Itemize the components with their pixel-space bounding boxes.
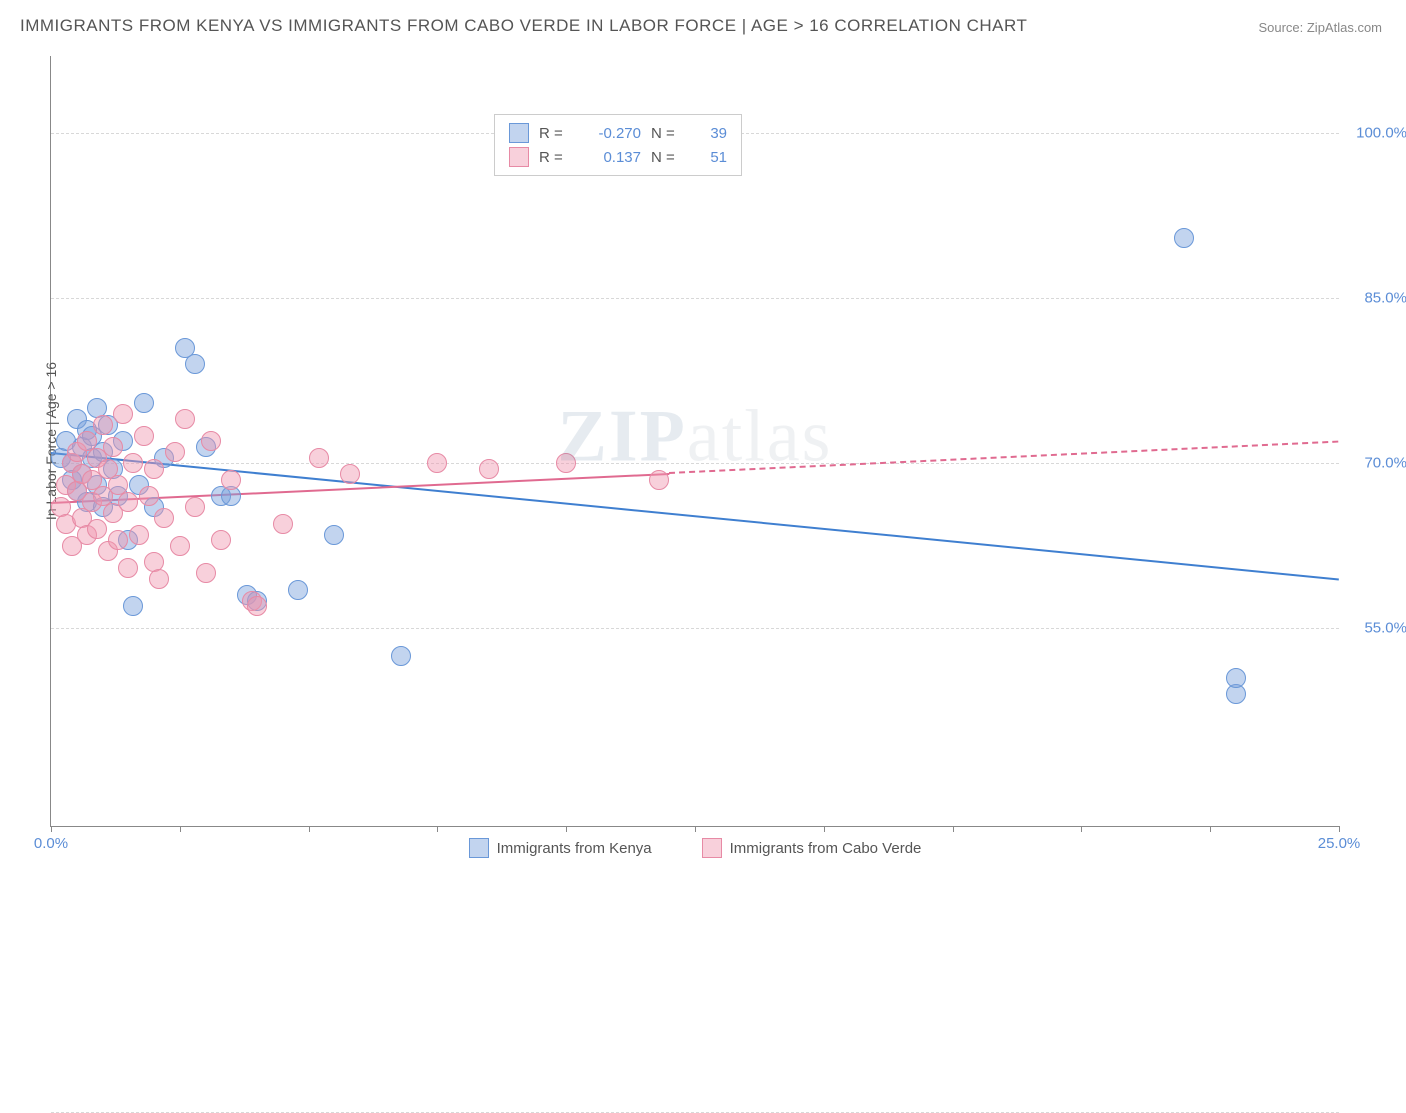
x-tick-mark bbox=[1081, 826, 1082, 832]
legend-series: Immigrants from Kenya Immigrants from Cab… bbox=[51, 838, 1339, 858]
scatter-point bbox=[123, 596, 143, 616]
y-tick-label: 70.0% bbox=[1364, 455, 1406, 472]
scatter-point bbox=[201, 431, 221, 451]
legend-swatch bbox=[469, 838, 489, 858]
x-tick-mark bbox=[566, 826, 567, 832]
x-tick-label: 0.0% bbox=[34, 835, 68, 852]
scatter-point bbox=[211, 530, 231, 550]
legend-swatch bbox=[509, 147, 529, 167]
legend-stat-row: R = -0.270 N = 39 bbox=[509, 121, 727, 145]
x-tick-mark bbox=[309, 826, 310, 832]
x-tick-mark bbox=[695, 826, 696, 832]
scatter-point bbox=[103, 437, 123, 457]
legend-stats-box: R = -0.270 N = 39 R = 0.137 N = 51 bbox=[494, 114, 742, 176]
legend-r-label: R = bbox=[539, 149, 573, 166]
legend-r-label: R = bbox=[539, 125, 573, 142]
legend-swatch bbox=[509, 123, 529, 143]
scatter-point bbox=[144, 459, 164, 479]
scatter-point bbox=[93, 415, 113, 435]
scatter-point bbox=[134, 393, 154, 413]
gridline bbox=[51, 463, 1339, 464]
scatter-point bbox=[123, 453, 143, 473]
scatter-point bbox=[340, 464, 360, 484]
legend-series-label: Immigrants from Kenya bbox=[497, 840, 652, 857]
x-tick-mark bbox=[1339, 826, 1340, 832]
legend-stat-row: R = 0.137 N = 51 bbox=[509, 145, 727, 169]
gridline bbox=[51, 298, 1339, 299]
scatter-point bbox=[118, 558, 138, 578]
legend-r-value: 0.137 bbox=[583, 149, 641, 166]
x-tick-mark bbox=[180, 826, 181, 832]
scatter-point bbox=[129, 525, 149, 545]
trend-line bbox=[669, 441, 1339, 474]
legend-series-item: Immigrants from Cabo Verde bbox=[702, 838, 922, 858]
scatter-point bbox=[221, 470, 241, 490]
chart-source: Source: ZipAtlas.com bbox=[1258, 20, 1382, 35]
chart-plot-area: In Labor Force | Age > 16 ZIPatlas R =-0… bbox=[50, 56, 1339, 827]
x-tick-mark bbox=[51, 826, 52, 832]
scatter-point bbox=[175, 409, 195, 429]
legend-n-value: 39 bbox=[695, 125, 727, 142]
x-tick-mark bbox=[824, 826, 825, 832]
scatter-point bbox=[170, 536, 190, 556]
gridline bbox=[51, 628, 1339, 629]
scatter-point bbox=[196, 563, 216, 583]
scatter-point bbox=[427, 453, 447, 473]
y-tick-label: 55.0% bbox=[1364, 620, 1406, 637]
x-tick-label: 25.0% bbox=[1318, 835, 1361, 852]
scatter-point bbox=[288, 580, 308, 600]
scatter-point bbox=[273, 514, 293, 534]
x-tick-mark bbox=[953, 826, 954, 832]
scatter-point bbox=[149, 569, 169, 589]
scatter-point bbox=[165, 442, 185, 462]
scatter-point bbox=[556, 453, 576, 473]
scatter-point bbox=[324, 525, 344, 545]
legend-swatch bbox=[702, 838, 722, 858]
legend-r-value: -0.270 bbox=[583, 125, 641, 142]
scatter-point bbox=[113, 404, 133, 424]
legend-series-label: Immigrants from Cabo Verde bbox=[730, 840, 922, 857]
scatter-point bbox=[391, 646, 411, 666]
scatter-point bbox=[87, 519, 107, 539]
scatter-point bbox=[1174, 228, 1194, 248]
scatter-point bbox=[185, 497, 205, 517]
scatter-point bbox=[154, 508, 174, 528]
scatter-point bbox=[185, 354, 205, 374]
scatter-point bbox=[139, 486, 159, 506]
chart-title: IMMIGRANTS FROM KENYA VS IMMIGRANTS FROM… bbox=[20, 16, 1027, 36]
scatter-point bbox=[134, 426, 154, 446]
y-tick-label: 100.0% bbox=[1356, 125, 1406, 142]
legend-n-label: N = bbox=[651, 125, 685, 142]
scatter-point bbox=[108, 530, 128, 550]
x-tick-mark bbox=[1210, 826, 1211, 832]
scatter-point bbox=[247, 596, 267, 616]
legend-series-item: Immigrants from Kenya bbox=[469, 838, 652, 858]
scatter-point bbox=[118, 492, 138, 512]
scatter-point bbox=[649, 470, 669, 490]
y-tick-label: 85.0% bbox=[1364, 290, 1406, 307]
x-tick-mark bbox=[437, 826, 438, 832]
scatter-point bbox=[479, 459, 499, 479]
legend-n-value: 51 bbox=[695, 149, 727, 166]
legend-n-label: N = bbox=[651, 149, 685, 166]
scatter-point bbox=[309, 448, 329, 468]
scatter-point bbox=[1226, 668, 1246, 688]
